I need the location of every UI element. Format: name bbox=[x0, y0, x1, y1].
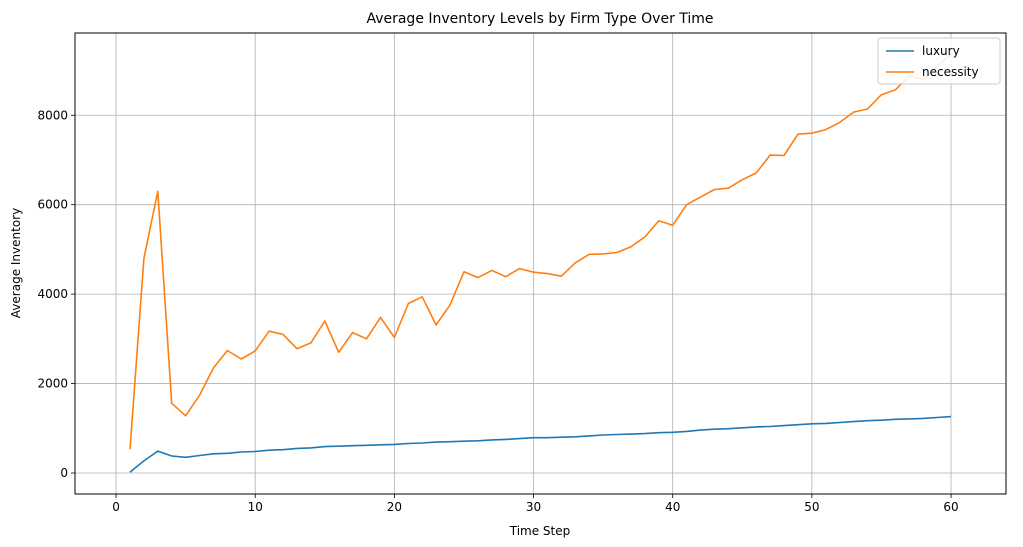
x-tick-label: 60 bbox=[943, 500, 958, 514]
x-tick-label: 50 bbox=[804, 500, 819, 514]
y-tick-label: 4000 bbox=[37, 287, 68, 301]
y-tick-label: 8000 bbox=[37, 108, 68, 122]
grid bbox=[75, 33, 1006, 494]
legend-label-luxury: luxury bbox=[922, 44, 960, 58]
plot-area-frame bbox=[74, 32, 1007, 495]
legend: luxury necessity bbox=[877, 37, 1001, 85]
y-tick-label: 2000 bbox=[37, 377, 68, 391]
x-tick-label: 0 bbox=[112, 500, 120, 514]
x-tick-label: 20 bbox=[387, 500, 402, 514]
legend-label-necessity: necessity bbox=[922, 65, 979, 79]
y-axis-label: Average Inventory bbox=[9, 208, 23, 318]
y-tick-label: 0 bbox=[60, 466, 68, 480]
x-tick-label: 30 bbox=[526, 500, 541, 514]
axis-ticks: 01020304050607002000400060008000 bbox=[37, 108, 958, 514]
x-tick-label: 40 bbox=[665, 500, 680, 514]
y-tick-label: 6000 bbox=[37, 198, 68, 212]
chart-title: Average Inventory Levels by Firm Type Ov… bbox=[366, 11, 713, 27]
series-line-necessity bbox=[129, 53, 952, 450]
x-tick-label: 10 bbox=[248, 500, 263, 514]
series-line-luxury bbox=[129, 415, 952, 473]
x-axis-label: Time Step bbox=[509, 524, 571, 538]
series-lines bbox=[129, 53, 952, 473]
